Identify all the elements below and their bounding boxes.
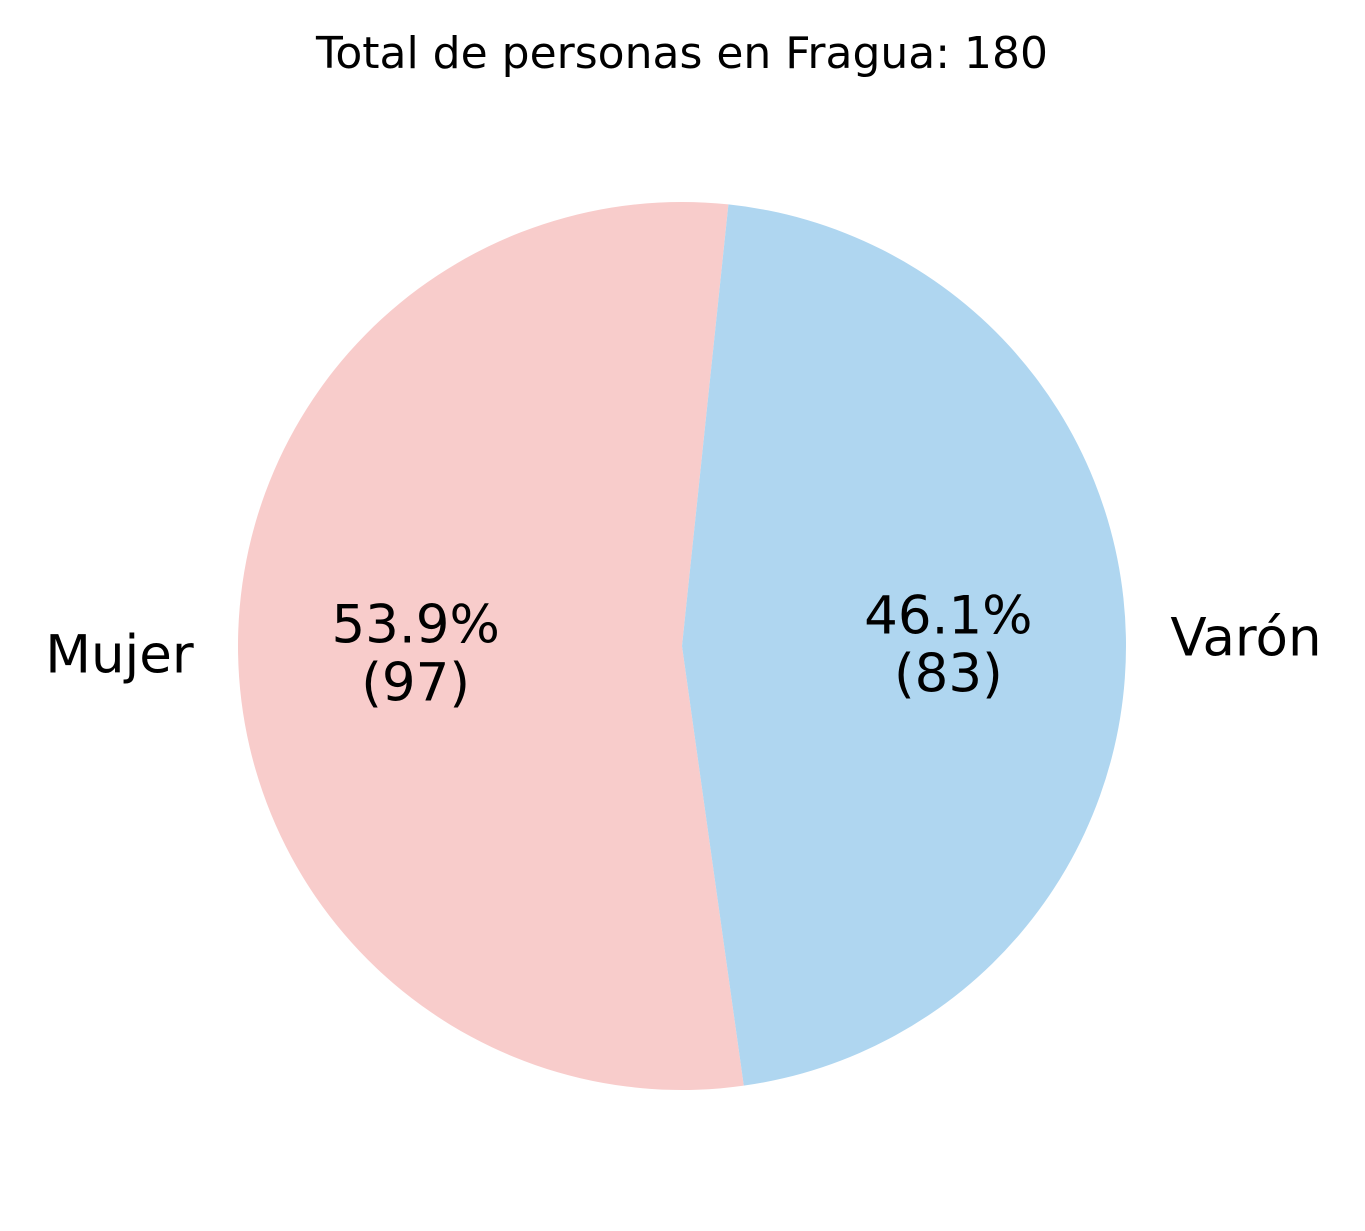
slice-percent-label: 53.9% [331,595,499,656]
slice-category-label: Varón [1170,607,1321,668]
pie-slices [238,202,1127,1091]
slice-count-label: (97) [361,653,470,714]
pie-slice-mujer [238,202,744,1091]
slice-category-label: Mujer [45,625,194,686]
chart-title: Total de personas en Fragua: 180 [315,28,1048,79]
slice-count-label: (83) [894,643,1003,704]
pie-slice-var-n [682,204,1127,1086]
pie-labels: Mujer 53.9%(97) Varón 46.1%(83) [45,585,1321,713]
slice-percent-label: 46.1% [864,585,1032,646]
